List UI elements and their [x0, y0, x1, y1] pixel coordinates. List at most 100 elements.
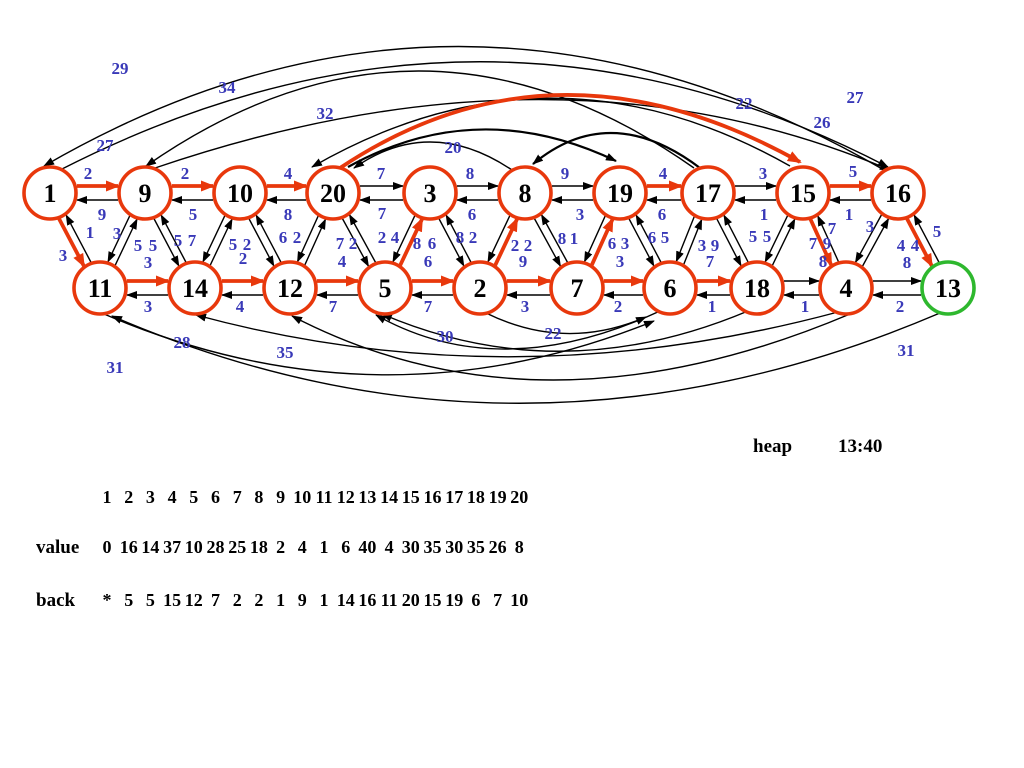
- graph-edge-2-3: [445, 214, 472, 263]
- graph-node-12: 12: [262, 260, 318, 316]
- arc-edge: [59, 61, 889, 171]
- table-cell-value-13: 40: [358, 537, 376, 557]
- graph-node-11: 11: [72, 260, 128, 316]
- table-cell-value-14: 4: [385, 537, 394, 557]
- graph-edge-18-17: [723, 214, 749, 263]
- table-cell-index-5: 5: [189, 487, 198, 507]
- table-cell-value-2: 16: [120, 537, 138, 557]
- heap-label: heap: [753, 436, 792, 457]
- table-cell-value-19: 26: [489, 537, 507, 557]
- edge-weight-label: 4: [897, 236, 906, 255]
- tree-edge-16-13: [905, 217, 934, 268]
- edge-weight-label: 27: [847, 88, 865, 107]
- graph-node-15: 15: [775, 165, 831, 221]
- graph-node-20: 20: [305, 165, 361, 221]
- edge-weight-label: 9: [98, 205, 107, 224]
- edge-weight-label: 8: [903, 253, 912, 272]
- table-cell-index-12: 12: [337, 487, 355, 507]
- edge-weight-label: 7: [377, 164, 386, 183]
- graph-edge-7-8: [540, 213, 569, 263]
- table-cell-index-11: 11: [315, 487, 332, 507]
- graph-node-16: 16: [870, 165, 926, 221]
- edge-weight-label: 8: [284, 205, 293, 224]
- edge-weight-label: 26: [814, 113, 831, 132]
- svg-text:14: 14: [182, 274, 208, 303]
- edge-weight-label: 5: [149, 236, 158, 255]
- table-cell-index-17: 17: [445, 487, 463, 507]
- table-cell-value-18: 35: [467, 537, 485, 557]
- svg-text:16: 16: [885, 179, 911, 208]
- svg-text:9: 9: [139, 179, 152, 208]
- edge-weight-label: 4: [236, 297, 245, 316]
- edge-weight-label: 3: [698, 236, 707, 255]
- edge-weight-label: 7: [706, 252, 715, 271]
- edge-weight-label: 5: [763, 227, 772, 246]
- edge-weight-label: 9: [823, 234, 832, 253]
- table-cell-value-4: 37: [163, 537, 181, 557]
- graph-edge-5-20: [348, 213, 377, 263]
- edge-weight-label: 1: [570, 229, 579, 248]
- edge-weight-label: 5: [933, 222, 942, 241]
- svg-text:13: 13: [935, 274, 961, 303]
- table-cell-back-6: 7: [211, 590, 220, 610]
- table-cell-back-14: 11: [381, 590, 398, 610]
- graph-edge-10-12: [248, 218, 275, 267]
- arc-edge: [532, 131, 701, 169]
- table-cell-index-3: 3: [146, 487, 155, 507]
- edge-weight-label: 22: [545, 324, 562, 343]
- graph-edge-16-4: [854, 214, 883, 264]
- edge-weight-label: 6: [424, 252, 433, 271]
- table-cell-back-9: 1: [276, 590, 285, 610]
- table-cell-index-7: 7: [233, 487, 242, 507]
- edge-weight-label: 8: [456, 228, 465, 247]
- graph-edge-11-1: [65, 214, 92, 263]
- arc-edge: [485, 312, 647, 335]
- arc-edge: [43, 45, 885, 171]
- edge-weight-label: 20: [445, 138, 462, 157]
- slide-time-label: 13:40: [838, 436, 882, 457]
- edge-weight-label: 3: [866, 217, 875, 236]
- edge-weight-label: 27: [97, 136, 115, 155]
- edge-weight-label: 8: [413, 234, 422, 253]
- edge-weight-label: 9: [561, 164, 570, 183]
- edge-weight-label: 4: [284, 164, 293, 183]
- graph-edge-17-6: [675, 216, 695, 263]
- edge-weight-label: 3: [521, 297, 530, 316]
- edge-weight-label: 8: [466, 164, 475, 183]
- svg-text:11: 11: [88, 274, 113, 303]
- table-cell-value-1: 0: [103, 537, 112, 557]
- edge-weight-label: 7: [378, 204, 387, 223]
- edge-weight-label: 6: [428, 234, 437, 253]
- table-cell-value-16: 35: [424, 537, 442, 557]
- graph-node-8: 8: [497, 165, 553, 221]
- long-arc-edges: [43, 45, 941, 404]
- graph-node-19: 19: [592, 165, 648, 221]
- table-cell-index-4: 4: [168, 487, 177, 507]
- svg-text:19: 19: [607, 179, 633, 208]
- table-cell-back-17: 19: [445, 590, 463, 610]
- graph-edge-19-6: [628, 218, 655, 267]
- graph-edge-20-5: [341, 218, 370, 268]
- tree-edge-7-19: [590, 217, 615, 266]
- edge-weight-label: 5: [661, 228, 670, 247]
- table-cell-index-8: 8: [254, 487, 263, 507]
- edge-weight-label: 3: [59, 246, 68, 265]
- edge-weight-label: 34: [219, 78, 237, 97]
- edge-weight-label: 6: [468, 205, 477, 224]
- graph-edge-8-2: [487, 215, 511, 263]
- table-cell-back-5: 12: [185, 590, 203, 610]
- edge-weight-label: 3: [621, 234, 630, 253]
- arc-edge: [145, 70, 695, 169]
- svg-text:7: 7: [571, 274, 584, 303]
- arc-edge: [338, 93, 802, 170]
- edge-weight-label: 2: [181, 164, 190, 183]
- edge-weight-label: 4: [338, 252, 347, 271]
- edge-weight-label: 3: [144, 297, 153, 316]
- table-cell-value-12: 6: [341, 537, 350, 557]
- edge-weight-label: 22: [736, 94, 753, 113]
- graph-edge-4-16: [861, 217, 890, 267]
- value-back-table: 1 2 3 4 5 6 7 8 9 10 11 12 13 14 15 16 17 18 19 200 16 14 37 10…: [103, 487, 529, 610]
- table-cell-back-8: 2: [254, 590, 263, 610]
- table-cell-back-2: 5: [124, 590, 133, 610]
- arc-edge: [111, 312, 941, 404]
